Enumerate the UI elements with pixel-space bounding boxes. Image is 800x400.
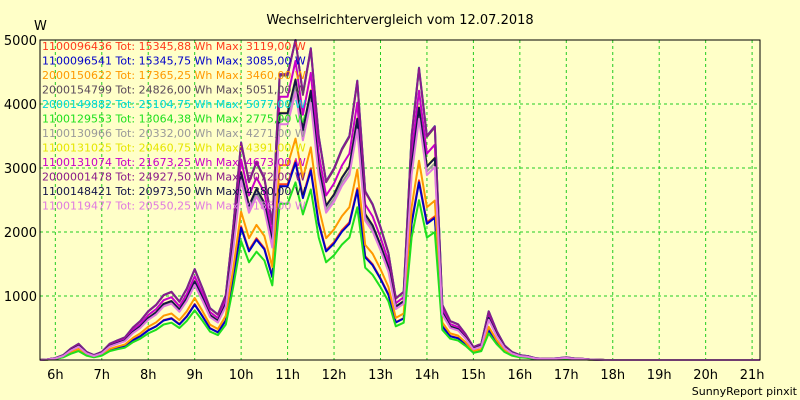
legend-entry: 1100131025 Tot: 20460,75 Wh Max: 4391,00… xyxy=(42,142,306,155)
x-tick-label: 13h xyxy=(368,368,393,383)
x-tick-label: 21h xyxy=(740,368,765,383)
x-tick-label: 11h xyxy=(275,368,300,383)
legend-entry: 2000001478 Tot: 24927,50 Wh Max: 5072,00… xyxy=(42,171,306,184)
y-tick-label: 5000 xyxy=(4,34,37,49)
x-tick-label: 15h xyxy=(461,368,486,383)
x-tick-label: 10h xyxy=(229,368,254,383)
x-tick-label: 19h xyxy=(647,368,672,383)
y-tick-label: 2000 xyxy=(4,226,37,241)
legend: 1100096436 Tot: 15345,88 Wh Max: 3119,00… xyxy=(42,40,306,213)
credit-text: SunnyReport pinxit xyxy=(692,385,798,398)
x-tick-label: 7h xyxy=(94,368,111,383)
legend-entry: 2000149882 Tot: 25104,75 Wh Max: 5077,00… xyxy=(42,98,306,111)
y-axis-label: W xyxy=(34,19,47,34)
x-tick-label: 16h xyxy=(507,368,532,383)
y-tick-label: 1000 xyxy=(4,290,37,305)
legend-entry: 1100096436 Tot: 15345,88 Wh Max: 3119,00… xyxy=(42,40,306,53)
legend-entry: 1100129553 Tot: 13064,38 Wh Max: 2775,00… xyxy=(42,113,306,126)
x-tick-label: 17h xyxy=(554,368,579,383)
legend-entry: 1100148421 Tot: 20973,50 Wh Max: 4380,00… xyxy=(42,185,306,198)
x-tick-label: 18h xyxy=(600,368,625,383)
x-tick-label: 8h xyxy=(140,368,157,383)
legend-entry: 1100096541 Tot: 15345,75 Wh Max: 3085,00… xyxy=(42,55,306,68)
x-tick-label: 20h xyxy=(693,368,718,383)
plot-frame xyxy=(39,39,761,361)
y-tick-labels: 1000 2000 3000 4000 5000 xyxy=(4,34,37,305)
x-tick-labels: 6h 7h 8h 9h 10h 11h 12h 13h 14h 15h 16h 17h 18h 19h 20… xyxy=(47,368,764,383)
legend-entry: 1100131074 Tot: 21673,25 Wh Max: 4673,00… xyxy=(42,156,306,169)
x-tick-label: 9h xyxy=(186,368,203,383)
legend-entry: 1100130966 Tot: 20332,00 Wh Max: 4271,00… xyxy=(42,127,306,140)
legend-entry: 1100119477 Tot: 20550,25 Wh Max: 4186,00… xyxy=(42,200,306,213)
y-tick-label: 4000 xyxy=(4,98,37,113)
x-tick-label: 12h xyxy=(322,368,347,383)
legend-entry: 2000150622 Tot: 17365,25 Wh Max: 3460,00… xyxy=(42,69,306,82)
x-tick-label: 14h xyxy=(415,368,440,383)
chart-title: Wechselrichtervergleich vom 12.07.2018 xyxy=(266,13,533,28)
y-tick-label: 3000 xyxy=(4,162,37,177)
legend-entry: 2000154799 Tot: 24826,00 Wh Max: 5051,00… xyxy=(42,84,306,97)
x-tick-label: 6h xyxy=(47,368,64,383)
